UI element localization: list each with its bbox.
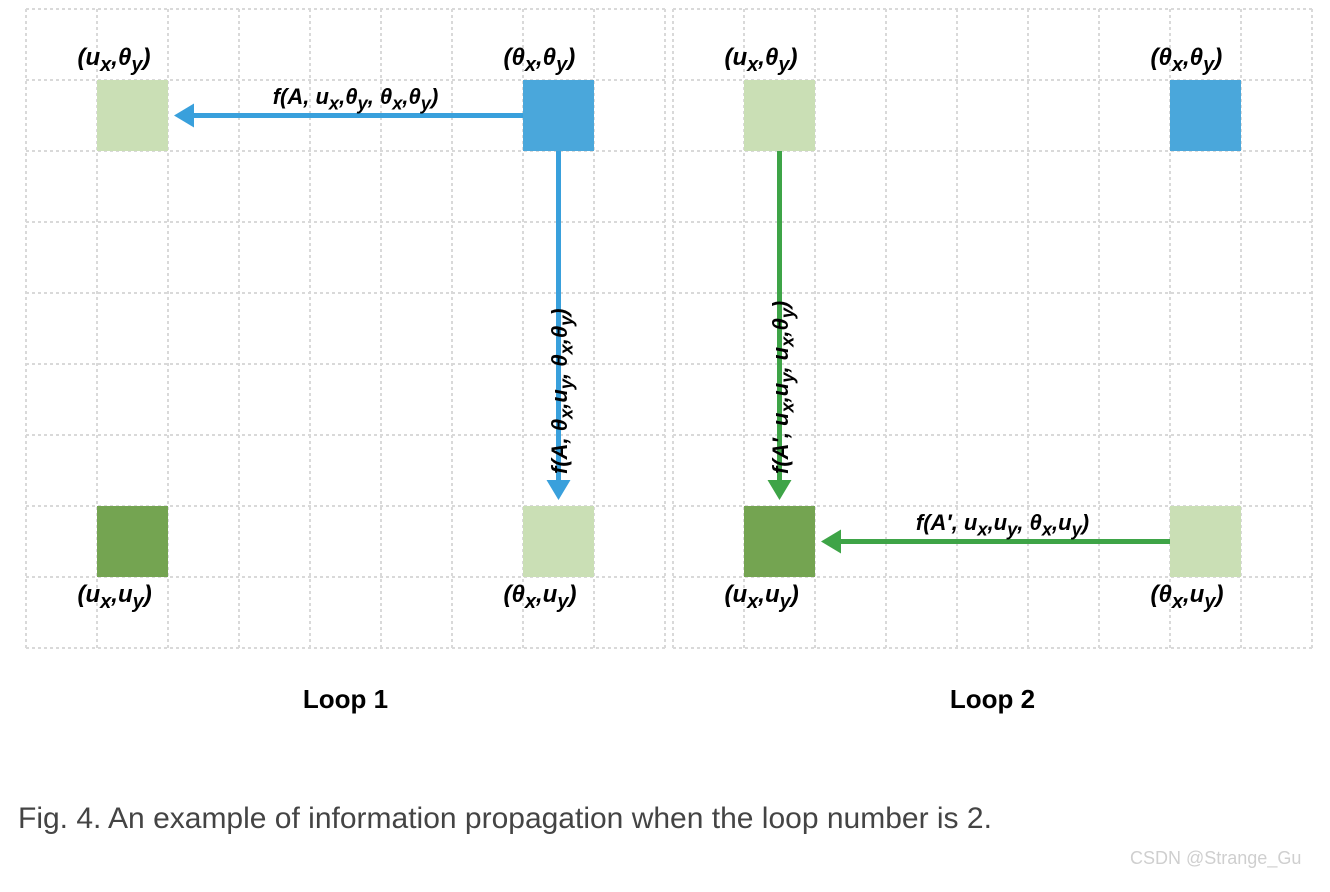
node-m3 bbox=[744, 506, 815, 577]
node-label-n3: (ux,uy) bbox=[78, 581, 152, 614]
node-label-n1: (ux,θy) bbox=[78, 44, 151, 77]
node-m2 bbox=[1170, 80, 1241, 151]
node-label-m3: (ux,uy) bbox=[725, 581, 799, 614]
loop2-panel: (ux,θy) (θx,θy) (ux,uy) (θx,uy) f(A′, ux,uy,… bbox=[673, 9, 1312, 728]
node-n3 bbox=[97, 506, 168, 577]
node-n4 bbox=[523, 506, 594, 577]
node-label-n2: (θx,θy) bbox=[504, 44, 576, 77]
loop1-title: Loop 1 bbox=[26, 684, 665, 715]
node-m1 bbox=[744, 80, 815, 151]
arrow-label-loop2-0: f(A′, ux,uy, ux,θy) bbox=[768, 300, 798, 473]
loop2-title: Loop 2 bbox=[673, 684, 1312, 715]
node-n1 bbox=[97, 80, 168, 151]
node-m4 bbox=[1170, 506, 1241, 577]
loop1-panel: (ux,θy) (θx,θy) (ux,uy) (θx,uy) f(A, ux,θy, … bbox=[26, 9, 665, 728]
node-label-m2: (θx,θy) bbox=[1151, 44, 1223, 77]
figure-caption: Fig. 4. An example of information propag… bbox=[18, 800, 1308, 838]
arrow-label-loop1-0: f(A, ux,θy, θx,θy) bbox=[211, 84, 501, 114]
arrow-label-loop2-1: f(A′, ux,uy, θx,uy) bbox=[858, 510, 1148, 540]
node-label-m1: (ux,θy) bbox=[725, 44, 798, 77]
node-label-n4: (θx,uy) bbox=[504, 581, 577, 614]
node-label-m4: (θx,uy) bbox=[1151, 581, 1224, 614]
arrow-label-loop1-1: f(A, θx,uy, θx,θy) bbox=[547, 308, 577, 474]
node-n2 bbox=[523, 80, 594, 151]
watermark: CSDN @Strange_Gu bbox=[1130, 848, 1301, 869]
